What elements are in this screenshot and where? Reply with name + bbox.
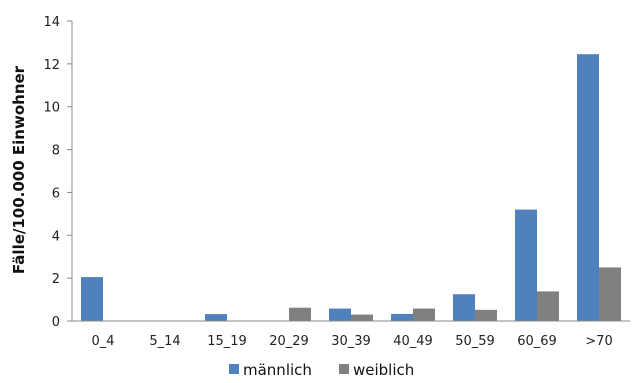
bar-maennlich	[81, 277, 103, 321]
legend-label: weiblich	[353, 361, 414, 379]
bar-weiblich	[413, 308, 435, 321]
x-tick-label: 60_69	[517, 334, 557, 349]
bar-maennlich	[453, 294, 475, 321]
bar-maennlich	[515, 209, 537, 321]
y-tick-label: 6	[52, 186, 60, 201]
bars-group	[81, 54, 621, 321]
x-tick-label: 5_14	[149, 334, 180, 349]
y-tick-label: 14	[43, 15, 60, 30]
x-tick-label: 50_59	[455, 334, 495, 349]
x-tick-label: 15_19	[207, 334, 247, 349]
y-tick-label: 2	[52, 272, 60, 287]
bar-weiblich	[351, 314, 373, 321]
legend-label: männlich	[243, 361, 312, 379]
bar-maennlich	[391, 313, 413, 321]
x-tick-label: >70	[585, 334, 612, 349]
bar-weiblich	[289, 307, 311, 321]
bar-weiblich	[475, 309, 497, 321]
bar-maennlich	[577, 54, 599, 321]
bar-weiblich	[599, 267, 621, 321]
y-axis-ticks: 0 2 4 6 8 10 12 14	[43, 15, 72, 330]
y-tick-label: 8	[52, 144, 60, 159]
y-axis-label: Fälle/100.000 Einwohner	[10, 65, 28, 274]
x-tick-label: 40_49	[393, 334, 433, 349]
legend-swatch	[229, 364, 239, 374]
y-tick-label: 4	[52, 229, 60, 244]
bar-weiblich	[537, 291, 559, 321]
y-tick-label: 12	[43, 58, 60, 73]
x-tick-label: 30_39	[331, 334, 371, 349]
y-tick-label: 10	[43, 101, 60, 116]
bar-maennlich	[329, 308, 351, 321]
y-tick-label: 0	[52, 315, 60, 330]
bar-maennlich	[205, 314, 227, 321]
x-tick-label: 20_29	[269, 334, 309, 349]
x-tick-label: 0_4	[91, 334, 114, 349]
legend: männlich weiblich	[229, 361, 414, 379]
x-axis-ticks: 0_4 5_14 15_19 20_29 30_39 40_49 50_59 60_69 >70	[91, 334, 612, 349]
legend-swatch	[339, 364, 349, 374]
